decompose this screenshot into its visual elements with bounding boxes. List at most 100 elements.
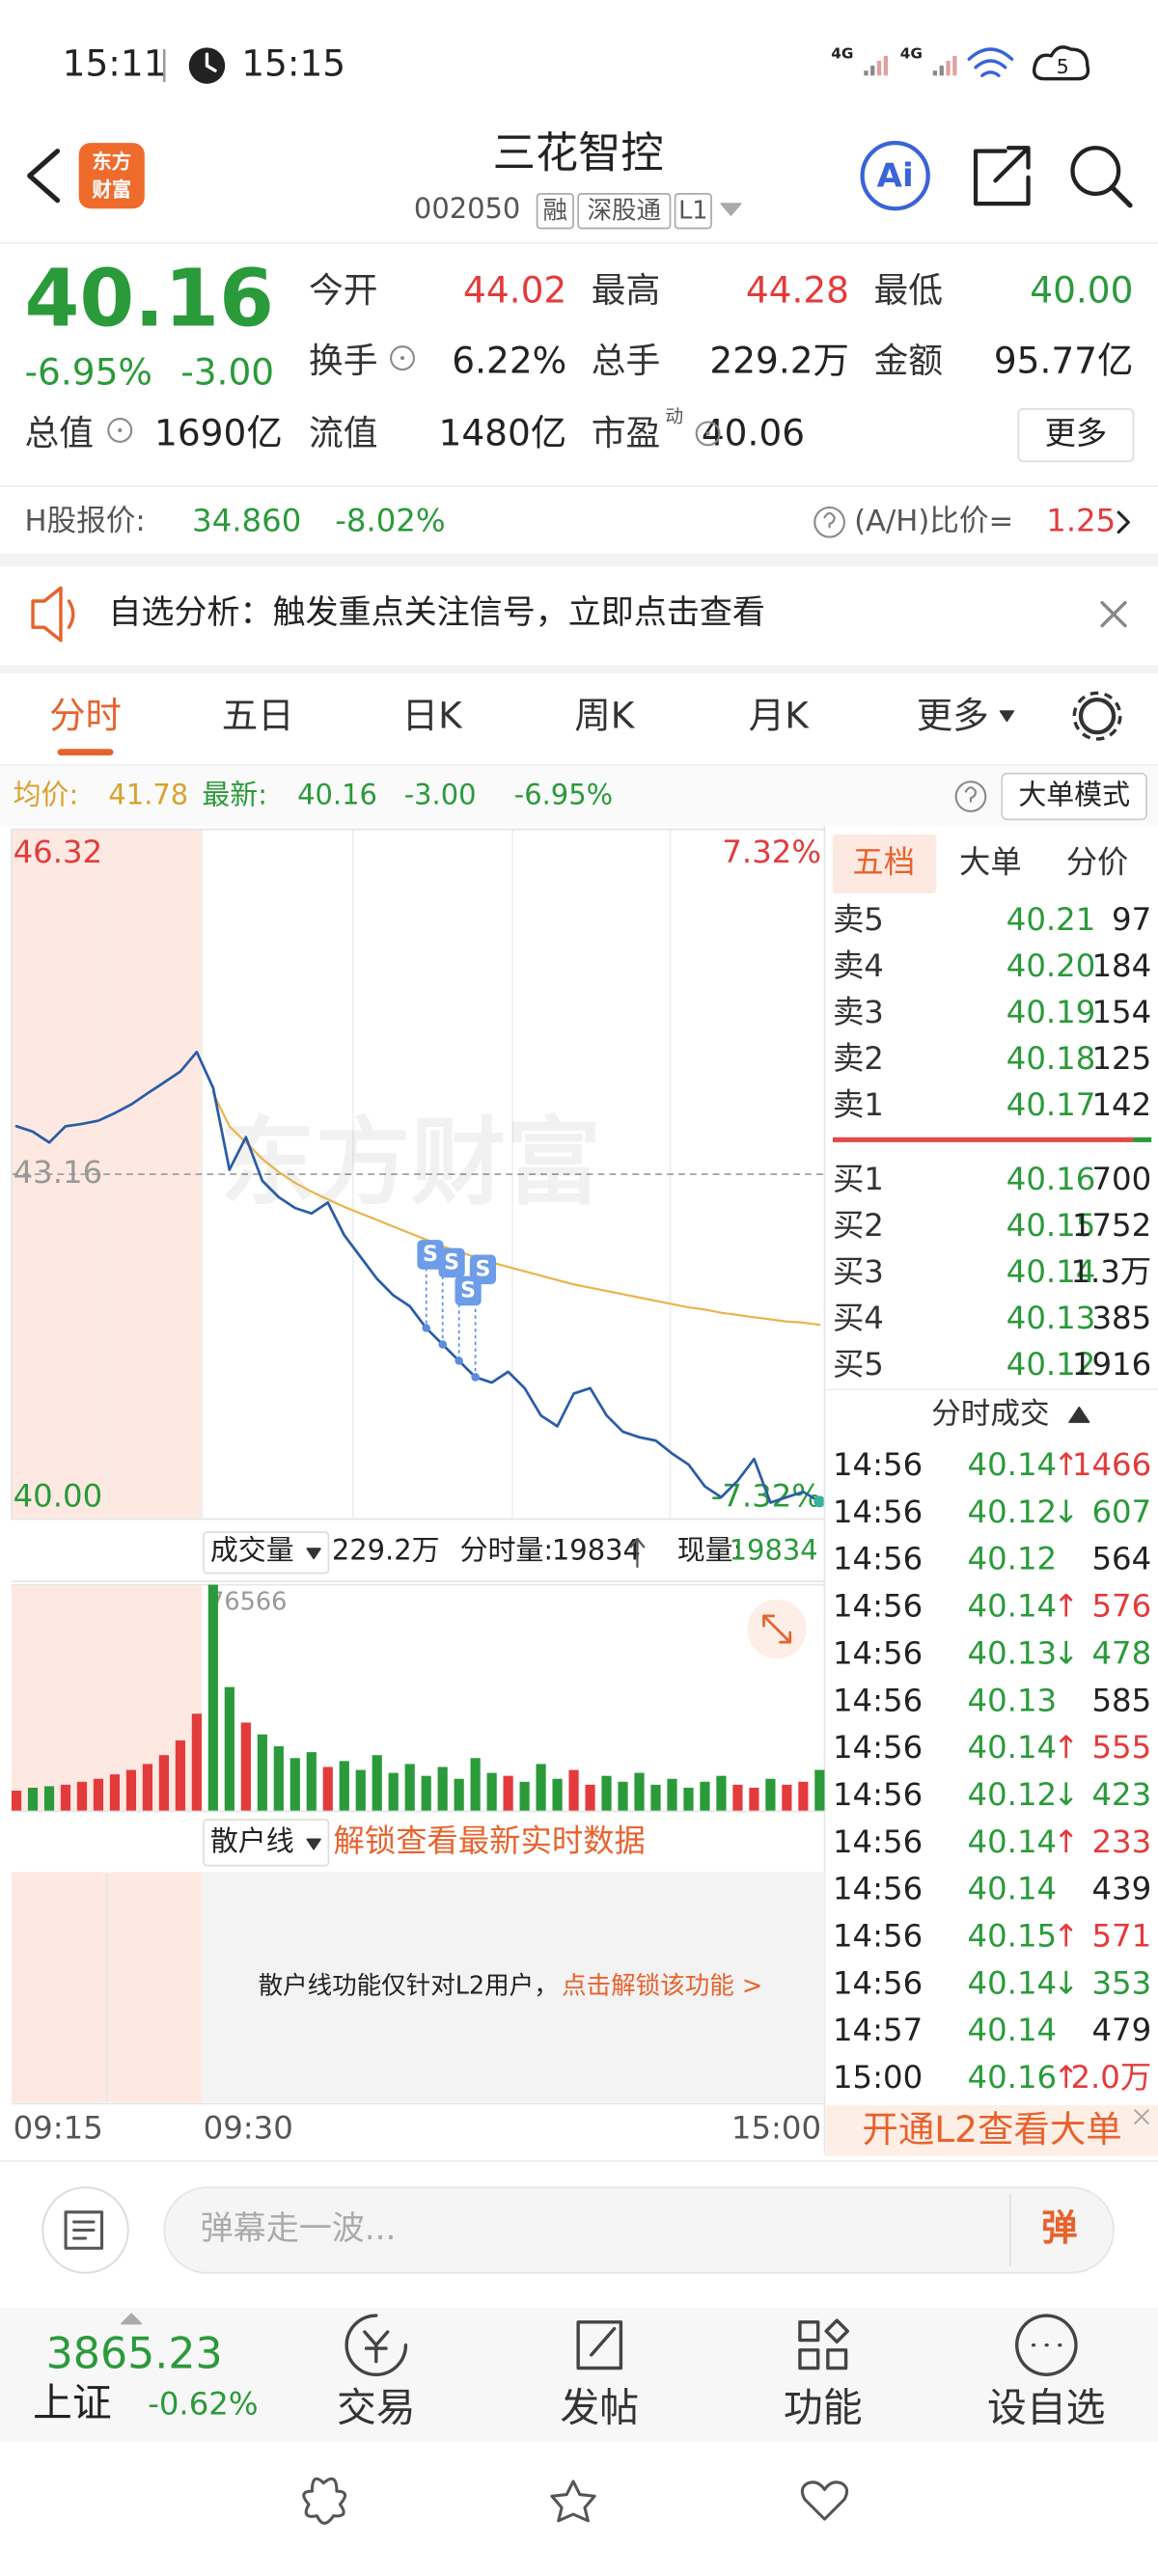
- nav-icon[interactable]: [576, 2320, 623, 2370]
- volume-bar: [43, 1786, 55, 1812]
- retail-label[interactable]: 散户线: [210, 1824, 294, 1857]
- volume-bar: [109, 1774, 121, 1812]
- system-button[interactable]: [800, 2480, 849, 2521]
- more-label[interactable]: 更多: [1045, 415, 1108, 452]
- book-label: 卖4: [833, 947, 884, 984]
- sort-arrow: [1068, 1406, 1090, 1423]
- indicator-dropdown: [306, 1838, 321, 1850]
- trade-volume: 555: [1091, 1729, 1151, 1766]
- watermark: 东方财富: [220, 1108, 601, 1219]
- volume-bar: [765, 1778, 776, 1812]
- signal-bar: [876, 61, 882, 76]
- banner-text[interactable]: 自选分析：触发重点关注信号，立即点击查看: [108, 593, 765, 632]
- volume-label[interactable]: 成交量: [210, 1534, 294, 1567]
- nav-label[interactable]: 设自选: [987, 2385, 1106, 2431]
- field-label: 市盈: [592, 414, 660, 453]
- system-button[interactable]: [302, 2477, 346, 2525]
- book-price: 40.17: [1006, 1086, 1096, 1123]
- index-value[interactable]: 3865.23: [46, 2330, 223, 2379]
- tab[interactable]: 五日: [222, 694, 294, 736]
- signal-badge: [438, 1247, 465, 1278]
- auction-shade: [11, 1584, 203, 1812]
- nav-label[interactable]: 发帖: [560, 2385, 639, 2431]
- volume-bar: [749, 1787, 759, 1812]
- volume-bar: [355, 1769, 366, 1812]
- trade-volume: 439: [1091, 1871, 1151, 1907]
- promo-label[interactable]: 开通L2查看大单: [862, 2108, 1121, 2151]
- unlock-link[interactable]: 点击解锁该功能 >: [562, 1972, 762, 2001]
- volume-bar: [732, 1784, 743, 1812]
- tab[interactable]: 分时: [49, 694, 122, 736]
- system-button[interactable]: [550, 2480, 596, 2523]
- trade-time: 14:56: [833, 1446, 923, 1483]
- book-price: 40.18: [1006, 1040, 1096, 1077]
- trade-volume: 607: [1091, 1494, 1151, 1530]
- ai-label[interactable]: Ai: [877, 156, 914, 195]
- signal-label: S: [460, 1277, 476, 1302]
- latest-pct: -6.95%: [514, 779, 613, 811]
- y-tick-label: 40.00: [14, 1477, 103, 1514]
- tab[interactable]: 月K: [749, 694, 810, 736]
- volume-bar: [191, 1713, 202, 1812]
- y-tick-label: 76566: [208, 1587, 287, 1616]
- hshare-pct: -8.02%: [335, 502, 445, 538]
- tab[interactable]: 日K: [402, 694, 463, 736]
- book-price: 40.15: [1006, 1207, 1096, 1244]
- logo-text: 财富: [92, 178, 131, 201]
- ai-button[interactable]: [860, 140, 930, 211]
- volume-bar: [585, 1784, 595, 1812]
- trade-time: 14:56: [833, 1918, 923, 1955]
- back-button[interactable]: [27, 149, 61, 204]
- book-volume: 700: [1091, 1161, 1151, 1197]
- nav-icon[interactable]: [1015, 2314, 1078, 2376]
- book-volume: 385: [1091, 1300, 1151, 1336]
- signal-bar: [946, 61, 951, 76]
- tab[interactable]: 周K: [574, 694, 635, 736]
- field-label: 金额: [874, 342, 943, 381]
- comment-placeholder[interactable]: 弹幕走一波...: [201, 2209, 397, 2248]
- book-tab[interactable]: 大单: [959, 843, 1022, 880]
- tab[interactable]: 更多: [917, 694, 989, 736]
- x-tick-label: 15:00: [731, 2110, 821, 2147]
- mode-label[interactable]: 大单模式: [1018, 779, 1130, 811]
- unlock-label[interactable]: 解锁查看最新实时数据: [334, 1822, 646, 1859]
- signal-point: [422, 1324, 430, 1332]
- trade-time: 14:56: [833, 1729, 923, 1766]
- nav-label[interactable]: 功能: [784, 2385, 863, 2431]
- book-tab[interactable]: 分价: [1066, 843, 1129, 880]
- gap: [0, 665, 1158, 673]
- volume-bar: [503, 1775, 513, 1812]
- trade-direction: ↑: [1053, 1588, 1079, 1625]
- nav-icon[interactable]: [345, 2314, 408, 2376]
- book-price: 40.16: [1006, 1161, 1096, 1197]
- latest-change: -3.00: [404, 779, 477, 811]
- trade-direction: ↓: [1053, 1494, 1079, 1530]
- book-price: 40.14: [1006, 1253, 1096, 1290]
- ratio-label: (A/H)比价=: [854, 505, 1013, 538]
- settings-ring: [1072, 691, 1122, 741]
- settings-button[interactable]: [1078, 698, 1117, 735]
- tag-box: [674, 193, 712, 230]
- search-button[interactable]: [1070, 146, 1121, 197]
- trade-volume: 564: [1091, 1541, 1151, 1577]
- change-abs: -3.00: [180, 351, 274, 394]
- tab-underline: [57, 749, 114, 755]
- field-value: 229.2万: [709, 340, 849, 382]
- field-sup: 动: [665, 407, 683, 427]
- book-tab[interactable]: 五档: [852, 843, 915, 880]
- field-value: 95.77亿: [994, 340, 1134, 382]
- segment-arrow: [629, 1537, 646, 1568]
- trade-direction: ↑: [1053, 1446, 1079, 1483]
- volume-bar: [142, 1764, 153, 1812]
- send-button[interactable]: 弹: [1041, 2206, 1077, 2249]
- share-button[interactable]: [973, 146, 1031, 206]
- nav-label[interactable]: 交易: [337, 2385, 416, 2431]
- close-banner[interactable]: [1100, 601, 1127, 628]
- volume-bar: [421, 1775, 431, 1812]
- nav-icon[interactable]: [798, 2318, 849, 2370]
- trade-price: 40.14: [968, 1871, 1058, 1907]
- volume-bar: [716, 1775, 727, 1812]
- volume-bar: [158, 1755, 169, 1812]
- trade-price: 40.13: [968, 1634, 1058, 1671]
